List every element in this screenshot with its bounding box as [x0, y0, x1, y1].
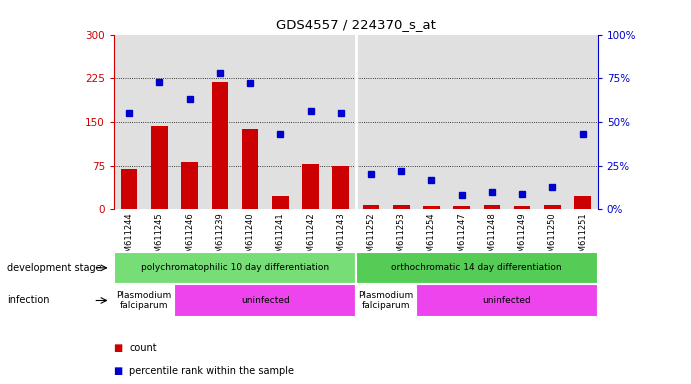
Bar [114, 284, 174, 317]
Bar [363, 205, 379, 209]
Bar [453, 206, 470, 209]
Text: count: count [129, 343, 157, 353]
Text: orthochromatic 14 day differentiation: orthochromatic 14 day differentiation [392, 263, 562, 272]
Text: Plasmodium
falciparum: Plasmodium falciparum [117, 291, 172, 310]
Bar [211, 82, 228, 209]
Bar [574, 197, 591, 209]
Bar [356, 284, 416, 317]
Bar [242, 129, 258, 209]
Text: uninfected: uninfected [482, 296, 531, 305]
Bar [393, 205, 410, 209]
Bar [544, 205, 560, 209]
Bar [484, 205, 500, 209]
Bar [121, 169, 138, 209]
Text: percentile rank within the sample: percentile rank within the sample [129, 366, 294, 376]
Bar [181, 162, 198, 209]
Text: ■: ■ [114, 366, 126, 376]
Text: infection: infection [7, 295, 50, 306]
Bar [514, 206, 531, 209]
Title: GDS4557 / 224370_s_at: GDS4557 / 224370_s_at [276, 18, 436, 31]
Text: ■: ■ [114, 343, 126, 353]
Bar [302, 164, 319, 209]
Bar [423, 206, 439, 209]
Bar [174, 284, 356, 317]
Bar [332, 166, 349, 209]
Text: development stage: development stage [7, 263, 102, 273]
Text: Plasmodium
falciparum: Plasmodium falciparum [359, 291, 414, 310]
Text: polychromatophilic 10 day differentiation: polychromatophilic 10 day differentiatio… [141, 263, 329, 272]
Bar [272, 197, 289, 209]
Bar [114, 252, 356, 284]
Bar [151, 126, 168, 209]
Text: uninfected: uninfected [240, 296, 290, 305]
Bar [356, 252, 598, 284]
Bar [416, 284, 598, 317]
